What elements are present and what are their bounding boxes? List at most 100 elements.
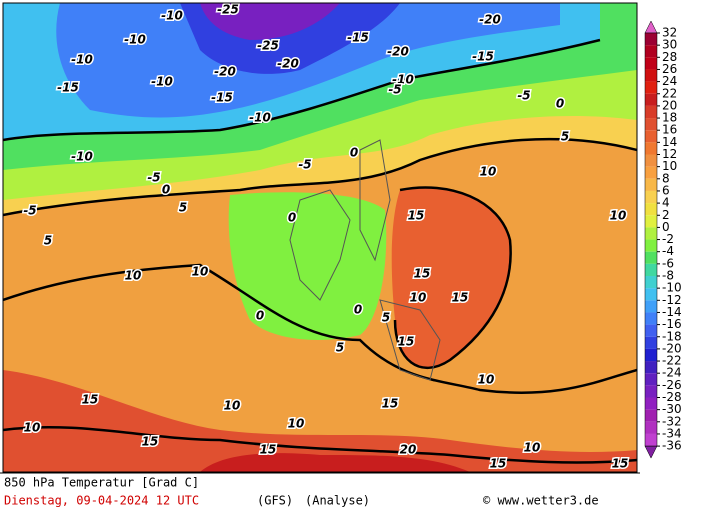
contour-label: -10: [161, 9, 183, 23]
colorbar-segment: [645, 166, 657, 179]
colorbar-label: 32: [662, 26, 677, 40]
colorbar-segment: [645, 33, 657, 46]
colorbar-label: 30: [662, 38, 677, 52]
contour-label: 15: [142, 435, 159, 449]
colorbar-segment: [645, 142, 657, 155]
colorbar-segment: [645, 312, 657, 325]
colorbar-label: -36: [662, 439, 682, 453]
colorbar-label: -26: [662, 378, 682, 392]
contour-labels: -10 -25 -20 -10 -25 -20 -15 -20 -10 -15 -10 -20 -15 -…: [22, 1, 630, 472]
colorbar-segment: [645, 227, 657, 240]
contour-label: 15: [414, 267, 431, 281]
colorbar-segment: [645, 385, 657, 398]
colorbar-label: -4: [662, 244, 674, 258]
contour-label: -20: [479, 13, 501, 27]
colorbar-segment: [645, 239, 657, 252]
map-date: Dienstag, 09-04-2024 12 UTC: [4, 494, 199, 508]
contour-label: -10: [71, 53, 93, 67]
contour-label: 0: [256, 309, 264, 323]
contour-label: 0: [354, 303, 362, 317]
colorbar-label: -28: [662, 390, 682, 404]
contour-label: -25: [217, 3, 239, 17]
colorbar-label: 18: [662, 111, 677, 125]
contour-label: 15: [408, 209, 425, 223]
colorbar-segment: [645, 276, 657, 289]
contour-label: -5: [147, 171, 160, 185]
contour-label: 15: [398, 335, 415, 349]
colorbar-segment: [645, 433, 657, 447]
colorbar-segment: [645, 263, 657, 276]
contour-label: -20: [214, 65, 236, 79]
contour-label: -25: [257, 39, 279, 53]
map-frame: [2, 2, 638, 473]
colorbar-arrow-bottom: [644, 445, 658, 459]
colorbar-segment: [645, 348, 657, 362]
contour-label: 0: [162, 183, 170, 197]
colorbar-label: -16: [662, 317, 682, 331]
colorbar-segment: [645, 105, 657, 119]
contour-label: 10: [478, 373, 495, 387]
contour-label: 10: [524, 441, 541, 455]
colorbar-label: 12: [662, 147, 677, 161]
colorbar-segment: [645, 397, 657, 410]
colorbar-segment: [645, 93, 657, 106]
colorbar-segment: [645, 336, 657, 349]
colorbar-label: -34: [662, 426, 682, 440]
colorbar-segment: [645, 373, 657, 386]
colorbar-label: 24: [662, 74, 677, 88]
map-title: 850 hPa Temperatur [Grad C]: [4, 476, 199, 490]
contour-label: 15: [490, 457, 507, 471]
colorbar-label: -14: [662, 305, 682, 319]
contour-label: -5: [298, 158, 311, 172]
colorbar-label: 4: [662, 196, 670, 210]
colorbar-segment: [645, 215, 657, 228]
contour-label: -15: [347, 31, 369, 45]
contour-label: 0: [556, 97, 564, 111]
colorbar-segment: [645, 203, 657, 216]
colorbar-label: 22: [662, 86, 677, 100]
contour-label: -10: [249, 111, 271, 125]
colorbar-label: 0: [662, 220, 670, 234]
colorbar-segment: [645, 57, 657, 70]
colorbar-label: -30: [662, 402, 682, 416]
contour-label: 0: [288, 211, 296, 225]
contour-label: -15: [211, 91, 233, 105]
contour-label: 20: [400, 443, 417, 457]
contour-label: -10: [151, 75, 173, 89]
colorbar-label: -32: [662, 414, 682, 428]
contour-label: 15: [82, 393, 99, 407]
colorbar-label: -24: [662, 366, 682, 380]
contour-label: 15: [612, 457, 629, 471]
colorbar-label: -10: [662, 281, 682, 295]
contour-label: 15: [260, 443, 277, 457]
colorbar-segment: [645, 81, 657, 94]
contour-label: -20: [387, 45, 409, 59]
colorbar-segment: [645, 69, 657, 82]
run-type: (Analyse): [305, 494, 370, 508]
colorbar-label: 16: [662, 123, 677, 137]
colorbar-label: -18: [662, 329, 682, 343]
colorbar: 32302826242220181614121086420-2-4-6-8-10…: [644, 20, 682, 459]
colorbar-segment: [645, 45, 657, 58]
contour-label: 10: [192, 265, 209, 279]
contour-label: 15: [382, 397, 399, 411]
contour-label: 15: [452, 291, 469, 305]
contour-label: -10: [392, 73, 414, 87]
colorbar-segment: [645, 251, 657, 264]
contour-label: 10: [24, 421, 41, 435]
contour-label: 10: [610, 209, 627, 223]
colorbar-segment: [645, 178, 657, 191]
colorbar-label: 26: [662, 62, 677, 76]
model-name: (GFS): [257, 494, 293, 508]
contour-label: -5: [388, 83, 401, 97]
colorbar-arrow-top: [644, 20, 658, 34]
colorbar-segment: [645, 421, 657, 434]
colorbar-segment: [645, 130, 657, 143]
colorbar-label: 14: [662, 135, 677, 149]
contour-label: -10: [124, 33, 146, 47]
contour-label: -20: [277, 57, 299, 71]
contour-label: 5: [44, 234, 52, 248]
colorbar-label: -22: [662, 354, 682, 368]
contour-label: -5: [517, 89, 530, 103]
